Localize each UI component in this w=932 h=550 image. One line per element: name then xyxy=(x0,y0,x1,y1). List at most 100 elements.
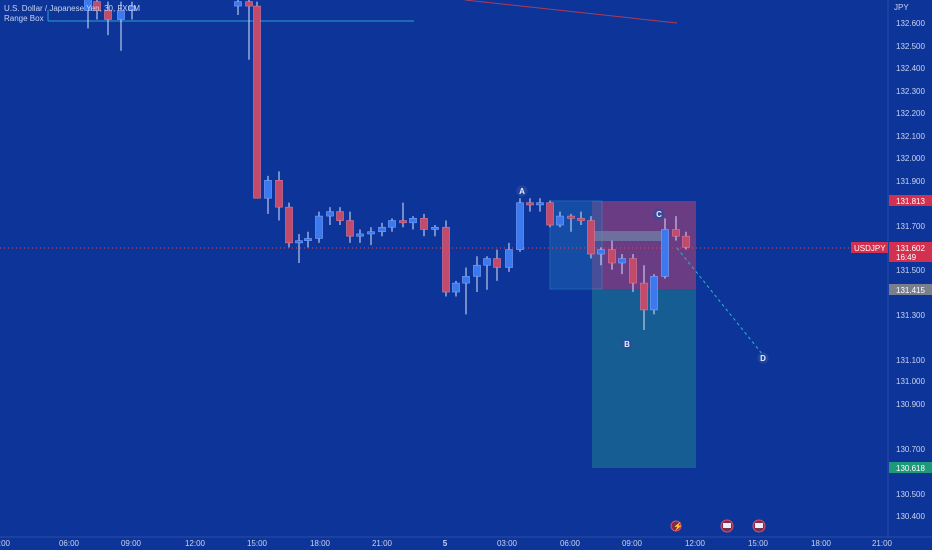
candle-down xyxy=(567,215,575,219)
svg-text:⚡: ⚡ xyxy=(673,521,683,531)
candle-up xyxy=(326,211,334,217)
time-tick-label: 09:00 xyxy=(121,539,142,548)
time-tick-label: 06:00 xyxy=(560,539,581,548)
candle-up xyxy=(356,233,364,237)
candle-down xyxy=(245,1,253,7)
candle-up xyxy=(84,0,92,11)
candle-down xyxy=(285,206,293,244)
candle-up xyxy=(409,218,417,224)
symbol-badge-bg xyxy=(851,242,888,253)
candle-down xyxy=(104,10,112,20)
time-tick-label: 06:00 xyxy=(59,539,80,548)
candle-up xyxy=(483,258,491,266)
pattern-point-a-marker xyxy=(516,185,528,197)
price-tick-label: 132.300 xyxy=(896,87,925,96)
symbol-badge: USDJPY xyxy=(854,244,886,253)
candle-down xyxy=(275,180,283,208)
time-tick-label: 15:00 xyxy=(247,539,268,548)
candle-down xyxy=(493,258,501,268)
time-tick-label: 12:00 xyxy=(685,539,706,548)
price-tick-label: 130.500 xyxy=(896,490,925,499)
price-tick-label: 130.700 xyxy=(896,445,925,454)
price-tick-label: 132.200 xyxy=(896,109,925,118)
price-tick-label: 132.600 xyxy=(896,19,925,28)
price-tick-label: 132.400 xyxy=(896,64,925,73)
time-tick-label: 03:00 xyxy=(497,539,518,548)
stop-line-badge-bg xyxy=(889,284,932,295)
price-axis-unit: JPY xyxy=(894,3,909,12)
candle-up xyxy=(661,229,669,277)
target-badge-bg xyxy=(889,462,932,473)
pattern-point-c-marker xyxy=(653,208,665,220)
indicator-label: Range Box xyxy=(4,14,44,23)
price-tick-label: 132.500 xyxy=(896,42,925,51)
time-tick-label: 03:00 xyxy=(0,539,11,548)
entry-marker xyxy=(592,231,662,241)
candle-up xyxy=(117,10,125,20)
candle-up xyxy=(295,240,303,244)
candle-down xyxy=(577,218,585,221)
candle-down xyxy=(608,249,616,264)
countdown-badge: 16:49 xyxy=(896,253,917,262)
candle-up xyxy=(431,226,439,230)
candle-up xyxy=(473,264,481,277)
pattern-point-d[interactable]: D xyxy=(760,354,766,363)
candle-up xyxy=(315,215,323,239)
price-tick-label: 131.700 xyxy=(896,222,925,231)
candle-up xyxy=(618,258,626,264)
pattern-point-a[interactable]: A xyxy=(519,187,525,196)
candle-down xyxy=(399,220,407,224)
candle-down xyxy=(682,235,690,248)
price-tick-label: 131.900 xyxy=(896,177,925,186)
time-tick-label: 18:00 xyxy=(811,539,832,548)
time-tick-label: 21:00 xyxy=(872,539,893,548)
last-price-badge: 131.602 xyxy=(896,244,925,253)
pattern-point-b-marker xyxy=(621,338,633,350)
entry-badge-bg xyxy=(889,195,932,206)
flag-event-icon-1[interactable] xyxy=(720,519,734,533)
candle-up xyxy=(505,249,513,268)
price-tick-label: 131.300 xyxy=(896,311,925,320)
time-tick-label: 12:00 xyxy=(185,539,206,548)
candle-down xyxy=(587,220,595,255)
time-tick-label: 15:00 xyxy=(748,539,769,548)
pattern-point-d-marker xyxy=(757,352,769,364)
candle-up xyxy=(452,282,460,293)
time-axis-ticks: 03:00 06:00 09:00 12:00 15:00 18:00 21:00 5 03:0… xyxy=(0,539,893,548)
pattern-point-c[interactable]: C xyxy=(656,210,662,219)
price-axis-ticks: 132.600 132.500 132.400 132.300 132.200 132.1… xyxy=(896,19,925,521)
candle-up xyxy=(516,202,524,250)
candle-up xyxy=(234,1,242,7)
stop-line-badge: 131.415 xyxy=(896,286,925,295)
red-trend-line xyxy=(464,0,678,24)
price-tick-label: 131.000 xyxy=(896,377,925,386)
flag-event-icon-2[interactable] xyxy=(752,519,766,533)
price-tick-label: 132.000 xyxy=(896,154,925,163)
candle-down xyxy=(253,5,261,199)
candles-layer xyxy=(84,0,690,331)
entry-badge: 131.813 xyxy=(896,197,925,206)
candle-down xyxy=(420,218,428,230)
candle-down xyxy=(93,1,101,11)
pattern-point-b[interactable]: B xyxy=(624,340,630,349)
candle-up xyxy=(304,238,312,241)
price-tick-label: 131.500 xyxy=(896,266,925,275)
last-price-badge-bg xyxy=(889,242,932,262)
lightning-event-icon[interactable]: ⚡ xyxy=(670,520,683,532)
candle-up xyxy=(367,231,375,235)
price-tick-label: 131.100 xyxy=(896,356,925,365)
candle-down xyxy=(346,220,354,237)
chart-title: U.S. Dollar / Japanese Yen, 30, FXCM xyxy=(4,4,141,13)
price-tick-label: 130.400 xyxy=(896,512,925,521)
candle-down xyxy=(640,282,648,311)
target-badge: 130.618 xyxy=(896,464,925,473)
projection-line xyxy=(676,247,764,356)
pattern-points-layer: A B C D xyxy=(516,185,769,364)
candle-up xyxy=(556,215,564,226)
time-tick-label: 21:00 xyxy=(372,539,393,548)
candle-down xyxy=(336,211,344,221)
candle-up xyxy=(264,180,272,199)
candle-down xyxy=(672,229,680,237)
candle-up xyxy=(128,5,136,11)
